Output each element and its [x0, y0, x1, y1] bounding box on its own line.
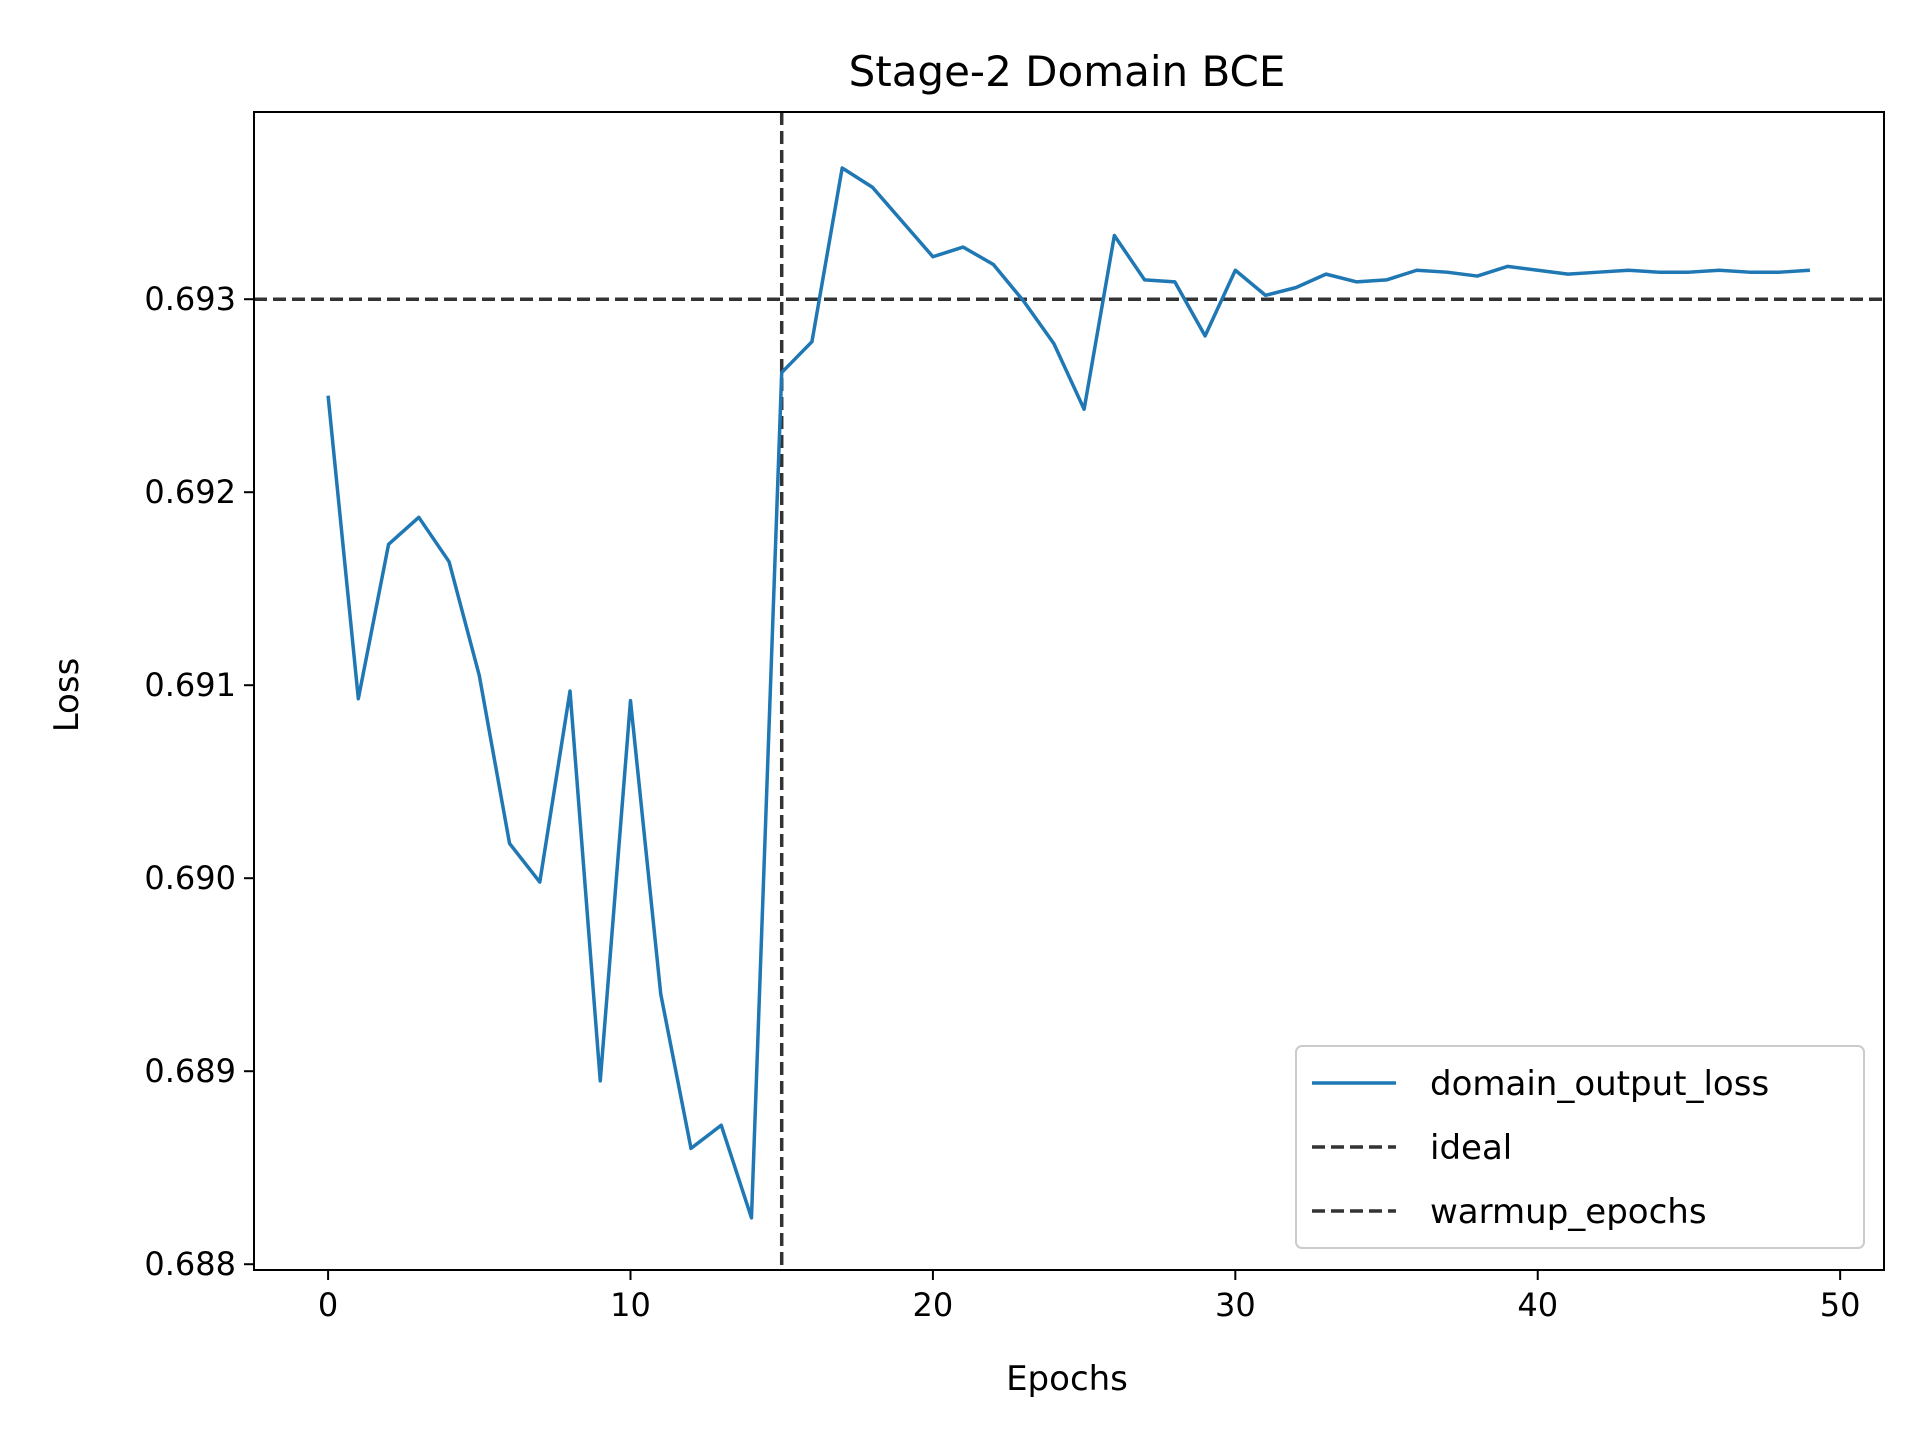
legend-label-warmup-epochs: warmup_epochs	[1430, 1192, 1707, 1232]
x-tick-label: 0	[318, 1286, 338, 1324]
y-axis: 0.688 0.689 0.690 0.691 0.692 0.693	[144, 280, 254, 1283]
chart-title: Stage-2 Domain BCE	[849, 47, 1286, 96]
legend-label-domain-output-loss: domain_output_loss	[1430, 1064, 1769, 1104]
x-tick-label: 20	[913, 1286, 954, 1324]
y-tick-label: 0.692	[144, 473, 236, 511]
x-tick-label: 40	[1517, 1286, 1558, 1324]
legend-box	[1295, 1045, 1865, 1249]
plot-area	[254, 112, 1884, 1270]
legend-label-ideal: ideal	[1430, 1128, 1512, 1168]
series-line-domain-output-loss	[326, 166, 1811, 1220]
x-tick-label: 50	[1820, 1286, 1861, 1324]
plot-frame	[253, 111, 1885, 1271]
y-tick-label: 0.693	[144, 280, 236, 318]
x-tick-label: 30	[1215, 1286, 1256, 1324]
x-tick-label: 10	[610, 1286, 651, 1324]
y-tick-label: 0.688	[144, 1245, 236, 1283]
y-tick-label: 0.691	[144, 666, 236, 704]
x-axis-label: Epochs	[1006, 1359, 1128, 1399]
y-tick-label: 0.690	[144, 859, 236, 897]
x-axis: 0 10 20 30 40 50	[318, 1270, 1861, 1324]
y-tick-label: 0.689	[144, 1052, 236, 1090]
y-axis-label: Loss	[47, 658, 87, 733]
